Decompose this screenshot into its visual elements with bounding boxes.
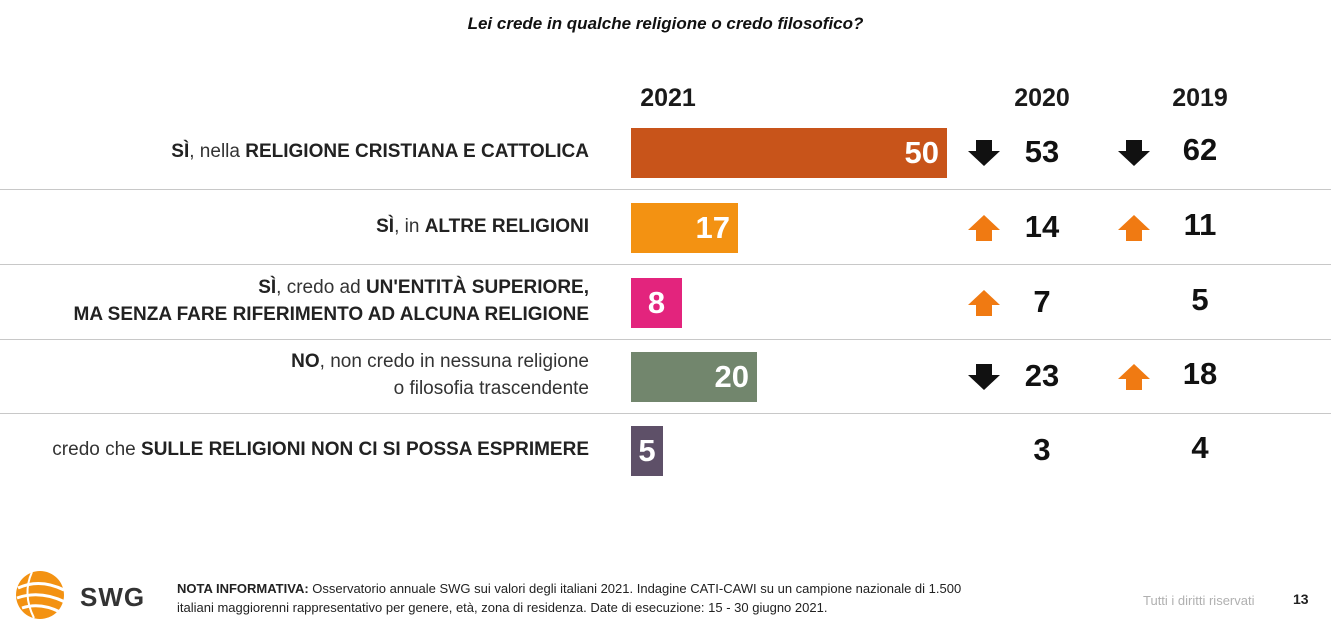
row-divider [0,413,1331,414]
row-label: SÌ, nella RELIGIONE CRISTIANA E CATTOLIC… [171,140,589,162]
value-2020: 3 [1033,432,1051,467]
bar: 50 [631,128,947,178]
arrow-up-icon [1116,362,1152,392]
bar-value-label: 5 [638,433,656,468]
year-header-2020: 2020 [1014,84,1070,112]
swg-logo-text: SWG [80,582,146,612]
bar: 20 [631,352,757,402]
row-label: SÌ, credo ad UN'ENTITÀ SUPERIORE, MA SENZ… [73,277,589,325]
arrow-up-icon [966,288,1002,318]
page-number: 13 [1293,591,1309,607]
row-label: SÌ, in ALTRE RELIGIONI [376,215,589,237]
arrow-up-icon [1116,213,1152,243]
arrow-down-icon [1116,138,1152,168]
value-2019: 62 [1182,132,1218,167]
row-label: NO, non credo in nessuna religione o filo… [291,351,589,399]
bar-value-label: 50 [904,135,939,170]
year-header-2019: 2019 [1172,84,1228,112]
value-2019: 5 [1191,282,1209,317]
swg-logo [10,564,150,624]
bar: 5 [631,426,663,476]
row-divider [0,189,1331,190]
arrow-down-icon [966,362,1002,392]
row-divider [0,264,1331,265]
value-2020: 14 [1024,209,1060,244]
chart-title: Lei crede in qualche religione o credo f… [467,14,864,33]
note-text-line1: Osservatorio annuale SWG sui valori degl… [308,581,962,596]
row-label: credo che SULLE RELIGIONI NON CI SI POSS… [52,438,589,460]
bar-value-label: 17 [695,210,730,245]
value-2019: 11 [1183,207,1217,242]
value-2020: 7 [1033,284,1051,319]
rights-text: Tutti i diritti riservati [1143,593,1255,608]
year-header-2021: 2021 [640,84,696,112]
footer-note: NOTA INFORMATIVA: Osservatorio annuale S… [177,579,1037,617]
value-2019: 18 [1182,356,1218,391]
row-divider [0,339,1331,340]
bar: 8 [631,278,682,328]
bar-value-label: 8 [647,285,666,320]
bar-value-label: 20 [714,359,749,394]
arrow-up-icon [966,213,1002,243]
value-2020: 23 [1024,358,1060,393]
arrow-down-icon [966,138,1002,168]
value-2020: 53 [1024,134,1060,169]
bar: 17 [631,203,738,253]
swg-globe-icon [16,571,66,619]
note-text-line2: italiani maggiorenni rappresentativo per… [177,600,828,615]
value-2019: 4 [1191,430,1209,465]
note-label: NOTA INFORMATIVA: [177,581,309,596]
